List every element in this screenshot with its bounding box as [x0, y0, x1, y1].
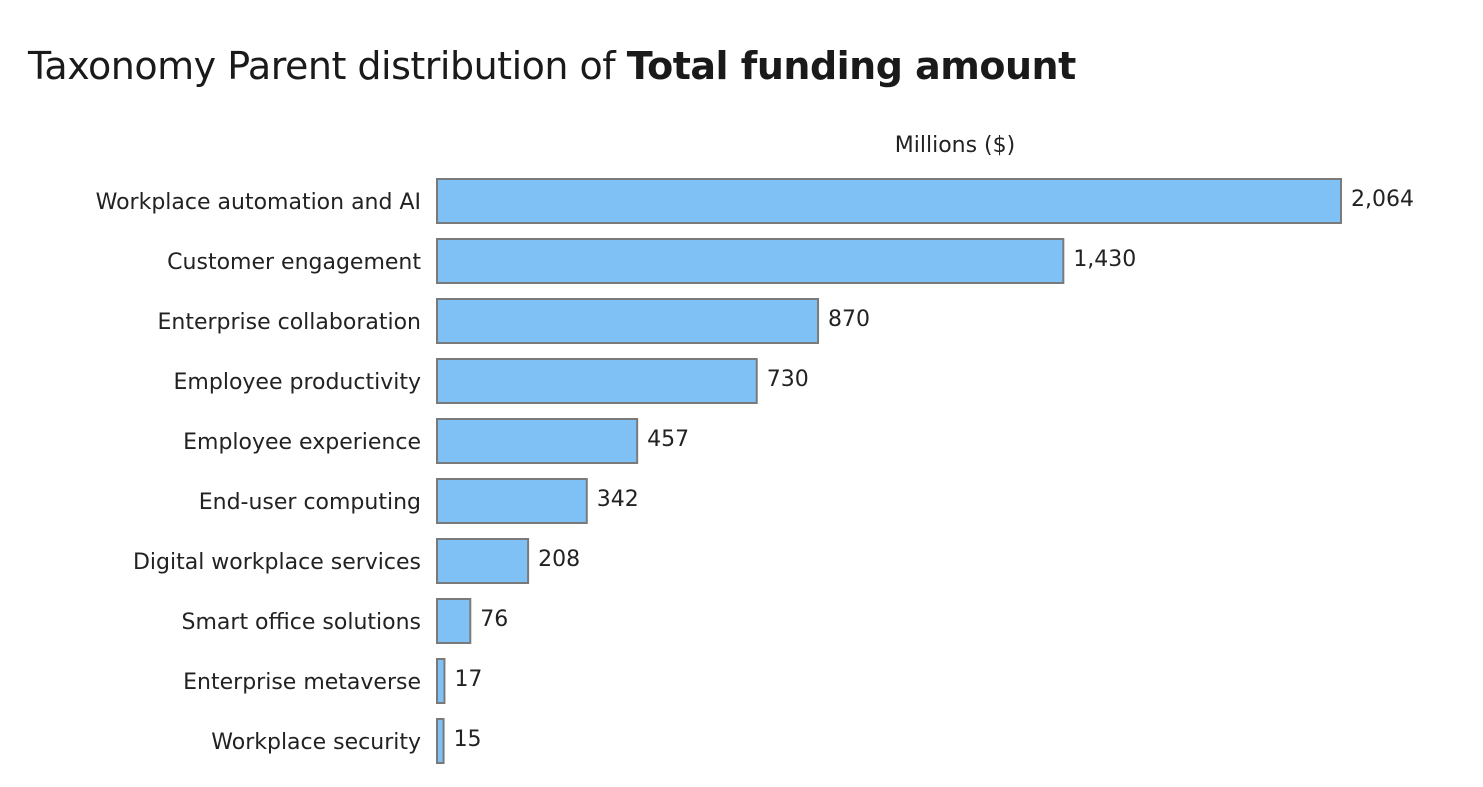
bar	[436, 598, 472, 644]
bar	[436, 718, 445, 764]
category-label: Customer engagement	[167, 250, 421, 275]
value-label: 1,430	[1073, 247, 1136, 272]
category-label: Enterprise collaboration	[157, 310, 421, 335]
category-label: Employee experience	[183, 430, 421, 455]
value-label: 730	[767, 367, 809, 392]
bar	[436, 358, 758, 404]
bar	[436, 538, 530, 584]
category-label: Enterprise metaverse	[183, 670, 421, 695]
chart-title: Taxonomy Parent distribution of Total fu…	[28, 40, 1076, 92]
chart-title-emphasis: Total funding amount	[626, 44, 1077, 88]
category-label: End-user computing	[199, 490, 421, 515]
value-label: 2,064	[1351, 187, 1414, 212]
category-label: Workplace security	[211, 730, 421, 755]
value-label: 457	[647, 427, 689, 452]
axis-label: Millions ($)	[895, 133, 1015, 158]
value-label: 76	[480, 607, 508, 632]
bar	[436, 478, 588, 524]
bars-group: Workplace automation and AI 2,064 Customer…	[96, 178, 1414, 764]
bar	[436, 418, 639, 464]
category-label: Digital workplace services	[133, 550, 421, 575]
category-label: Smart office solutions	[182, 610, 421, 635]
bar	[436, 178, 1342, 224]
category-label: Employee productivity	[174, 370, 421, 395]
bar	[436, 238, 1065, 284]
chart-title-prefix: Taxonomy Parent distribution of	[28, 44, 627, 88]
bar	[436, 658, 446, 704]
value-label: 15	[454, 727, 482, 752]
value-label: 208	[538, 547, 580, 572]
value-label: 17	[454, 667, 482, 692]
category-label: Workplace automation and AI	[96, 190, 421, 215]
value-label: 342	[597, 487, 639, 512]
bar	[436, 298, 820, 344]
value-label: 870	[828, 307, 870, 332]
